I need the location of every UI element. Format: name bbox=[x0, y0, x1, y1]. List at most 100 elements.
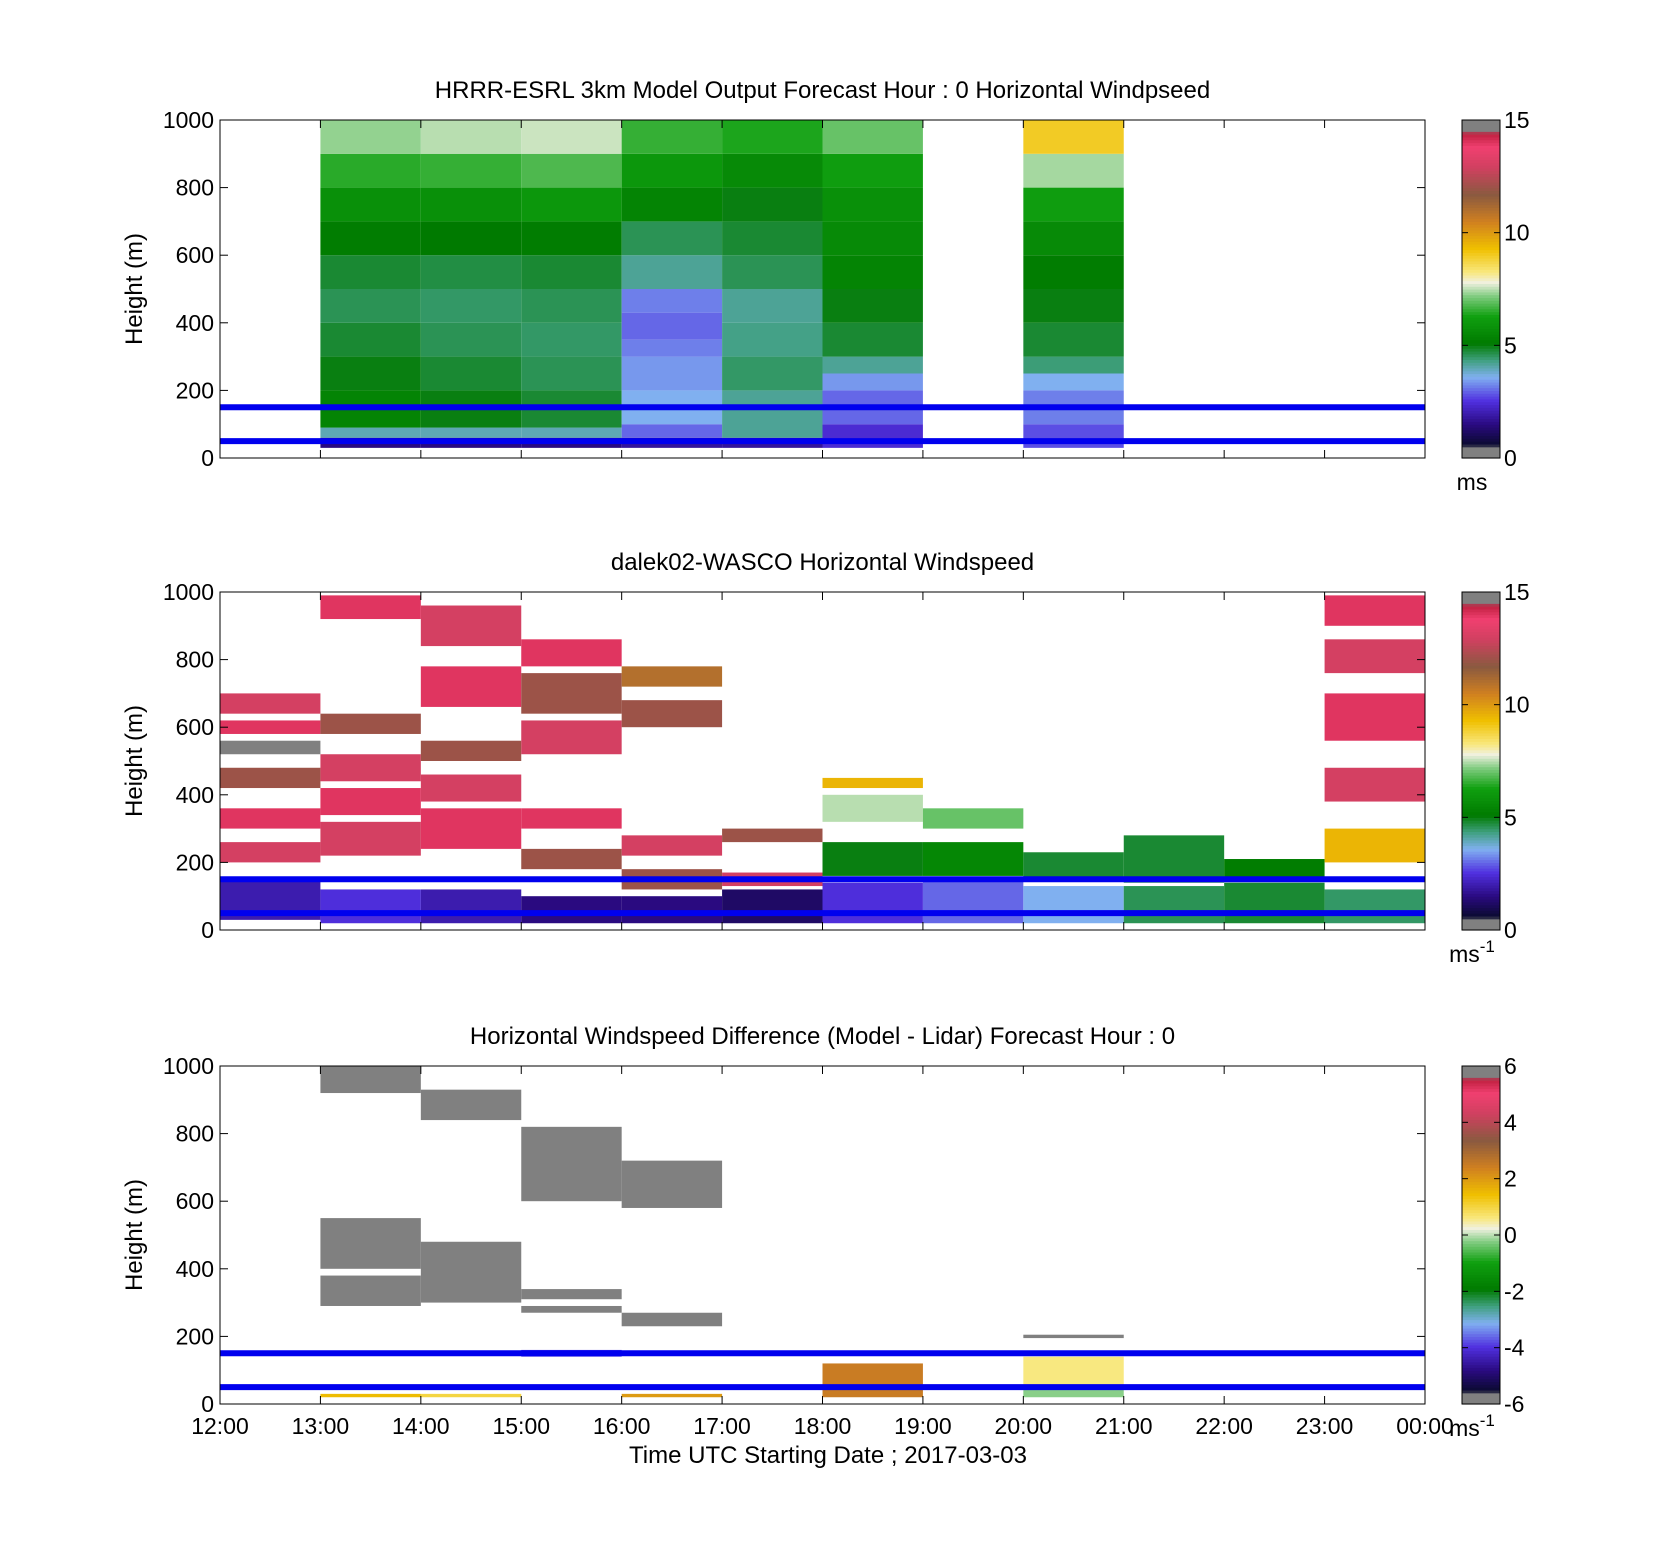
colorbar-segment bbox=[1462, 865, 1500, 869]
heatmap-cell bbox=[822, 794, 923, 822]
panel-title: HRRR-ESRL 3km Model Output Forecast Hour… bbox=[435, 77, 1210, 104]
heatmap-cell bbox=[1023, 886, 1124, 924]
colorbar-segment bbox=[1462, 687, 1500, 692]
colorbar-segment bbox=[1462, 1156, 1500, 1160]
heatmap-cell bbox=[621, 120, 723, 154]
colorbar-segment bbox=[1462, 834, 1500, 838]
colorbar-segment bbox=[1462, 637, 1500, 641]
heatmap-cell bbox=[220, 767, 321, 789]
colorbar-segment bbox=[1462, 1268, 1500, 1273]
colorbar-segment bbox=[1462, 1235, 1500, 1239]
colorbar-segment bbox=[1462, 148, 1500, 152]
colorbar-segment bbox=[1462, 258, 1500, 262]
colorbar-segment bbox=[1462, 1257, 1500, 1261]
colorbar-segment bbox=[1462, 1122, 1500, 1126]
colorbar-segment bbox=[1462, 356, 1500, 361]
colorbar-segment bbox=[1462, 625, 1500, 630]
colorbar-segment bbox=[1462, 808, 1500, 813]
heatmap-cell bbox=[621, 1160, 723, 1208]
colorbar-segment bbox=[1462, 1367, 1500, 1371]
colorbar-segment bbox=[1462, 862, 1500, 866]
colorbar-segment bbox=[1462, 628, 1500, 633]
colorbar-segment bbox=[1462, 611, 1500, 616]
heatmap-cell bbox=[420, 889, 522, 924]
colorbar-segment bbox=[1462, 684, 1500, 689]
colorbar-segment bbox=[1462, 181, 1500, 186]
colorbar-segment bbox=[1462, 252, 1500, 256]
x-tick-label: 16:00 bbox=[593, 1413, 651, 1439]
colorbar-unit: ms-1 bbox=[1449, 937, 1495, 967]
colorbar-segment bbox=[1462, 887, 1500, 892]
colorbar-segment bbox=[1462, 1074, 1500, 1078]
colorbar-segment bbox=[1462, 1130, 1500, 1135]
heatmap-cell bbox=[320, 821, 421, 856]
heatmap-cell bbox=[822, 322, 923, 357]
heatmap-cell bbox=[521, 187, 622, 222]
colorbar-segment bbox=[1462, 1167, 1500, 1171]
colorbar-segment bbox=[1462, 184, 1500, 189]
heatmap-cell bbox=[320, 713, 421, 734]
colorbar-segment bbox=[1462, 1161, 1500, 1166]
colorbar-segment bbox=[1462, 210, 1500, 214]
colorbar-segment bbox=[1462, 1105, 1500, 1109]
heatmap-cell bbox=[420, 255, 522, 289]
colorbar-segment bbox=[1462, 322, 1500, 327]
colorbar-segment bbox=[1462, 1189, 1500, 1194]
colorbar-segment bbox=[1462, 350, 1500, 355]
heatmap-cell bbox=[420, 120, 522, 154]
colorbar-segment bbox=[1462, 120, 1500, 124]
heatmap-cell bbox=[220, 808, 321, 829]
heatmap-cells bbox=[320, 120, 1124, 448]
colorbar-segment bbox=[1462, 876, 1500, 880]
heatmap-cell bbox=[1023, 322, 1124, 357]
colorbar-segment bbox=[1462, 653, 1500, 658]
colorbar-segment bbox=[1462, 1181, 1500, 1185]
heatmap-cell bbox=[722, 289, 823, 323]
colorbar-segment bbox=[1462, 359, 1500, 363]
colorbar-segment bbox=[1462, 806, 1500, 810]
heatmap-cell bbox=[822, 289, 923, 323]
colorbar-segment bbox=[1462, 600, 1500, 604]
heatmap-cell bbox=[320, 1393, 421, 1398]
colorbar-segment bbox=[1462, 766, 1500, 771]
heatmap-cell bbox=[621, 312, 723, 340]
colorbar-segment bbox=[1462, 269, 1500, 273]
colorbar-segment bbox=[1462, 913, 1500, 917]
colorbar-segment bbox=[1462, 131, 1500, 135]
colorbar-segment bbox=[1462, 443, 1500, 448]
heatmap-cell bbox=[621, 255, 723, 289]
colorbar-segment bbox=[1462, 1218, 1500, 1222]
heatmap-cell bbox=[320, 255, 421, 289]
colorbar-segment bbox=[1462, 1347, 1500, 1352]
colorbar-segment bbox=[1462, 241, 1500, 245]
x-tick-label: 23:00 bbox=[1296, 1413, 1354, 1439]
colorbar-segment bbox=[1462, 704, 1500, 709]
colorbar-segment bbox=[1462, 727, 1500, 731]
colorbar-segment bbox=[1462, 1342, 1500, 1346]
colorbar-segment bbox=[1462, 603, 1500, 607]
colorbar-segment bbox=[1462, 1316, 1500, 1321]
heatmap-cell bbox=[320, 322, 421, 357]
colorbar-segment bbox=[1462, 901, 1500, 906]
colorbar-segment bbox=[1462, 232, 1500, 237]
heatmap-cell bbox=[220, 720, 321, 734]
colorbar-segment bbox=[1462, 224, 1500, 228]
colorbar-segment bbox=[1462, 803, 1500, 807]
heatmap-cell bbox=[1023, 373, 1124, 391]
heatmap-cell bbox=[521, 221, 622, 256]
heatmap-cell bbox=[621, 187, 723, 222]
heatmap-cell bbox=[420, 187, 522, 222]
colorbar-segment bbox=[1462, 1305, 1500, 1309]
colorbar-segment bbox=[1462, 238, 1500, 242]
colorbar-segment bbox=[1462, 690, 1500, 694]
heatmap-cell bbox=[1324, 595, 1425, 626]
colorbar-segment bbox=[1462, 915, 1500, 920]
colorbar-segment bbox=[1462, 305, 1500, 310]
heatmap-cell bbox=[320, 889, 421, 924]
heatmap-cell bbox=[220, 740, 321, 755]
heatmap-cell bbox=[320, 120, 421, 154]
colorbar-segment bbox=[1462, 336, 1500, 341]
heatmap-cell bbox=[320, 1275, 421, 1306]
colorbar-segment bbox=[1462, 1164, 1500, 1168]
colorbar-segment bbox=[1462, 396, 1500, 400]
